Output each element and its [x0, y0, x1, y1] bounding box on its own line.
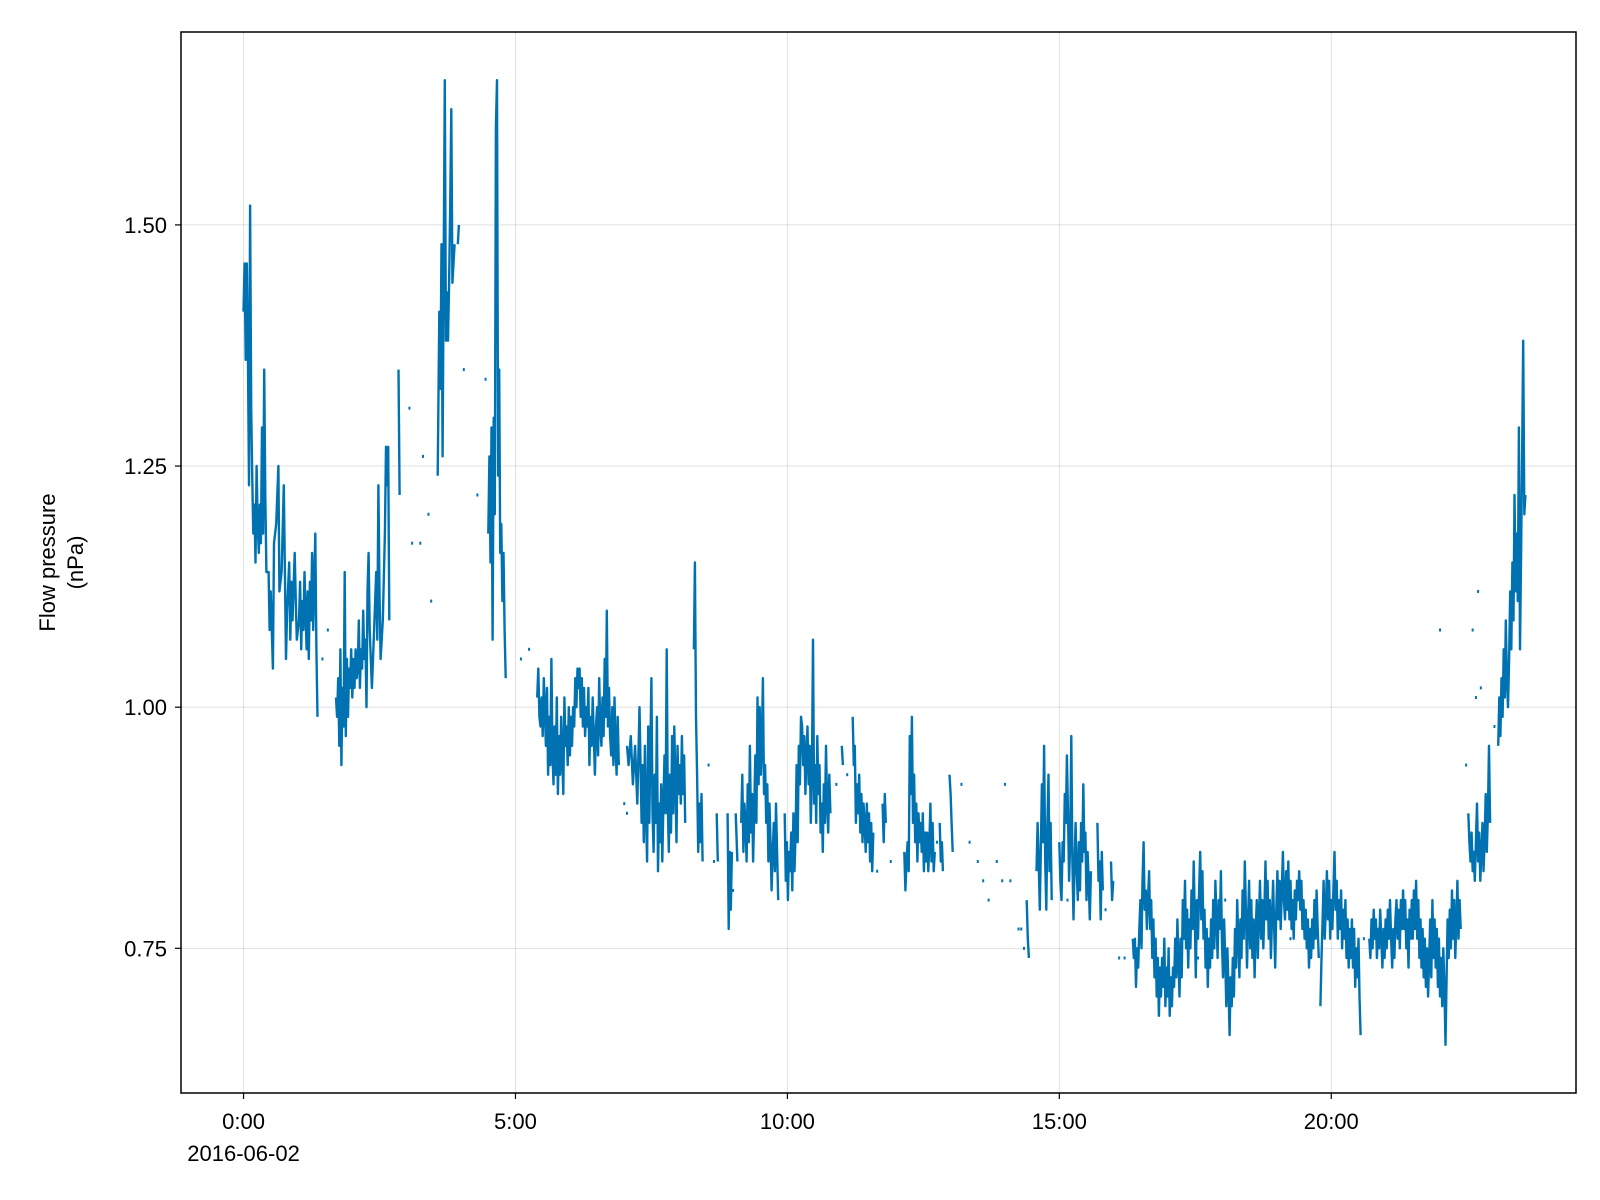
y-axis-title-line-1: Flow pressure	[35, 493, 60, 631]
y-tick-label: 1.50	[124, 213, 167, 238]
series-line-segment	[242, 204, 319, 717]
series-layer	[242, 79, 1527, 1046]
axis-ticks	[175, 224, 1332, 1099]
x-tick-label: 20:00	[1304, 1109, 1359, 1134]
series-line-segment	[456, 224, 461, 245]
series-line-segment	[1497, 339, 1527, 746]
x-tick-label: 5:00	[494, 1109, 537, 1134]
series-line-segment	[625, 648, 687, 873]
series-line-segment	[726, 813, 734, 931]
series-line-segment	[948, 774, 954, 852]
series-line-segment	[1109, 861, 1115, 902]
series-line-segment	[1025, 900, 1031, 959]
x-tick-label: 0:00	[222, 1109, 265, 1134]
gridlines	[181, 32, 1576, 1093]
x-tick-label: 10:00	[760, 1109, 815, 1134]
series-line-segment	[1368, 879, 1462, 1046]
y-tick-label: 1.00	[124, 695, 167, 720]
series-line-segment	[397, 369, 401, 496]
series-line-segment	[436, 79, 456, 476]
plot-frame	[180, 31, 1577, 1094]
series-line-segment	[740, 677, 780, 901]
series-line-segment	[851, 716, 875, 873]
series-line-segment	[1096, 822, 1104, 921]
series-line-segment	[881, 792, 887, 844]
series-line-segment	[903, 715, 936, 892]
x-tick-label: 15:00	[1032, 1109, 1087, 1134]
series-line-segment	[487, 79, 507, 679]
series-line-segment	[783, 638, 832, 902]
series-line-segment	[1058, 734, 1093, 921]
series-line-segment	[334, 445, 391, 767]
series-line-segment	[1035, 744, 1053, 911]
x-axis-date-label: 2016-06-02	[187, 1141, 300, 1166]
series-line-segment	[1467, 744, 1492, 882]
y-axis-title-line-2: (nPa)	[63, 536, 88, 590]
y-tick-label: 1.25	[124, 454, 167, 479]
y-axis-title: Flow pressure (nPa)	[35, 493, 88, 631]
series-line-segment	[1131, 841, 1320, 1037]
series-line-segment	[734, 813, 739, 862]
series-line-segment	[692, 561, 704, 862]
series-line-segment	[938, 822, 945, 872]
series-line-segment	[536, 609, 620, 796]
axis-labels: 0:00 5:00 10:00 15:00 20:00 0.75 1.00 1.25 1.50	[124, 213, 1359, 1134]
series-line-segment	[715, 813, 719, 862]
series-line-segment	[1319, 850, 1362, 1036]
y-tick-label: 0.75	[124, 936, 167, 961]
series-line-segment	[840, 745, 845, 766]
